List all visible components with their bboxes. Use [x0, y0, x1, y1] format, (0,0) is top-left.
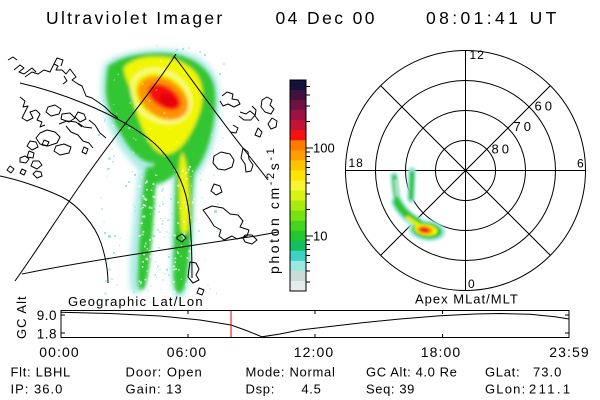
svg-text:1.8: 1.8	[37, 326, 57, 341]
svg-text:Flt: LBHL: Flt: LBHL	[11, 364, 71, 379]
svg-text:70: 70	[514, 119, 534, 134]
svg-text:18: 18	[349, 156, 364, 170]
svg-text:08:01:41 UT: 08:01:41 UT	[426, 8, 560, 28]
svg-text:23:59: 23:59	[549, 344, 590, 360]
svg-text:0: 0	[468, 277, 476, 291]
svg-text:04 Dec 00: 04 Dec 00	[276, 8, 377, 28]
svg-text:Geographic Lat/Lon: Geographic Lat/Lon	[68, 294, 204, 309]
svg-text:Ultraviolet Imager: Ultraviolet Imager	[46, 8, 225, 28]
svg-text:06:00: 06:00	[167, 344, 208, 360]
svg-text:Gain: 13: Gain: 13	[126, 381, 183, 396]
svg-text:Apex MLat/MLT: Apex MLat/MLT	[415, 291, 519, 306]
svg-text:photon cm-2s-1: photon cm-2s-1	[265, 146, 282, 274]
svg-text:GC Alt: 4.0 Re: GC Alt: 4.0 Re	[366, 364, 458, 379]
svg-text:00:00: 00:00	[39, 344, 80, 360]
svg-text:18:00: 18:00	[421, 344, 462, 360]
svg-text:211.1: 211.1	[529, 381, 573, 396]
svg-text:GLon:: GLon:	[485, 381, 526, 396]
svg-text:12: 12	[470, 48, 485, 62]
svg-text:80: 80	[492, 142, 512, 157]
svg-text:IP: 36.0: IP: 36.0	[11, 381, 64, 396]
svg-text:9.0: 9.0	[37, 308, 57, 323]
svg-text:Seq: 39: Seq: 39	[366, 381, 415, 396]
svg-text:10: 10	[313, 229, 327, 244]
svg-text:GLat:: GLat:	[485, 364, 520, 379]
svg-text:60: 60	[535, 99, 555, 114]
svg-text:4.5: 4.5	[301, 381, 321, 396]
svg-text:Dsp:: Dsp:	[246, 381, 276, 396]
svg-text:12:00: 12:00	[294, 344, 335, 360]
svg-text:GC Alt: GC Alt	[14, 295, 29, 339]
svg-text:73.0: 73.0	[533, 364, 562, 379]
svg-text:100: 100	[313, 141, 335, 156]
svg-text:Mode: Normal: Mode: Normal	[246, 364, 336, 379]
svg-text:6: 6	[577, 157, 585, 171]
svg-text:Door: Open: Door: Open	[126, 364, 203, 379]
